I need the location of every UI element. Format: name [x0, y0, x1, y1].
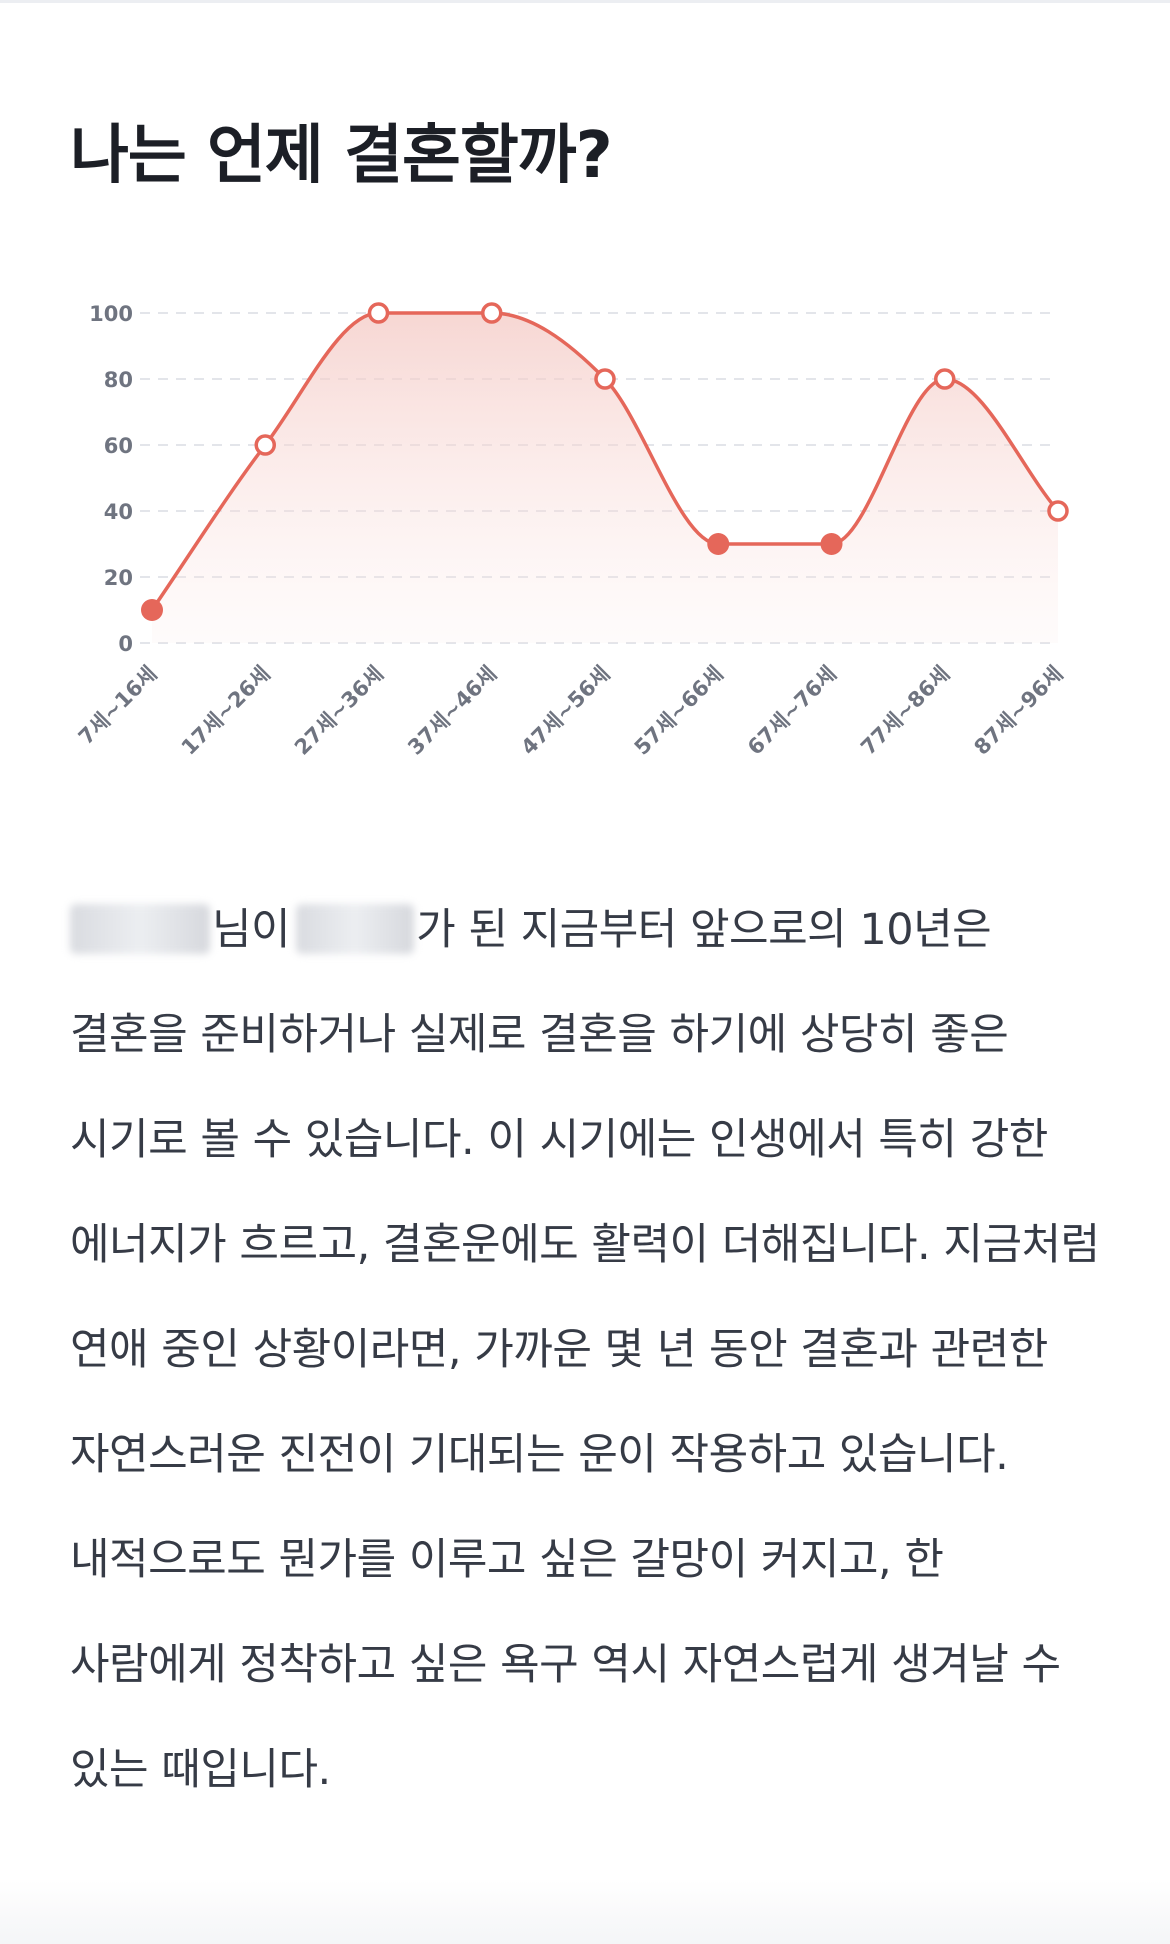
x-tick-label: 47세~56세	[516, 662, 614, 760]
y-axis-ticks: 0 20 40 60 80 100	[89, 302, 133, 656]
top-divider	[0, 0, 1170, 3]
description-text-2: 가 된 지금부터 앞으로의 10년은 결혼을 준비하거나 실제로 결혼을 하기에…	[70, 905, 1100, 1795]
x-tick-label: 7세~16세	[74, 662, 162, 750]
x-tick-label: 87세~96세	[969, 662, 1067, 760]
x-axis-labels: 7세~16세 17세~26세 27세~36세 37세~46세 47세~56세 57세~66…	[74, 662, 1068, 760]
x-tick-label: 57세~66세	[630, 662, 728, 760]
marriage-description: 님이 가 된 지금부터 앞으로의 10년은 결혼을 준비하거나 실제로 결혼을 하…	[70, 878, 1110, 1823]
data-point	[367, 302, 390, 324]
y-tick-label: 100	[89, 302, 133, 326]
y-tick-label: 20	[104, 566, 133, 590]
x-tick-label: 37세~46세	[403, 662, 501, 760]
x-tick-label: 77세~86세	[856, 662, 954, 760]
data-point-highlighted	[707, 533, 730, 555]
data-point	[254, 434, 276, 456]
area-fill	[152, 313, 1058, 643]
redacted-name	[70, 903, 210, 954]
data-point	[481, 302, 503, 324]
line-chart-svg: 0 20 40 60 80 100 7세~16세 17세~26세 27세~36세 37세~46세…	[74, 302, 1069, 760]
x-tick-label: 27세~36세	[290, 662, 388, 760]
data-point-highlighted	[141, 599, 163, 621]
data-point	[934, 368, 956, 390]
y-tick-label: 80	[104, 368, 133, 392]
redacted-age	[296, 903, 415, 954]
x-tick-label: 17세~26세	[177, 662, 275, 760]
data-points	[141, 302, 1069, 621]
y-tick-label: 60	[104, 434, 133, 458]
data-point	[594, 368, 616, 390]
bottom-fade	[0, 1880, 1170, 1944]
y-tick-label: 40	[104, 500, 133, 524]
data-point-highlighted	[820, 533, 843, 555]
description-text-1: 님이	[212, 905, 291, 955]
series-line	[150, 311, 1060, 611]
data-point	[1047, 500, 1069, 522]
y-tick-label: 0	[118, 632, 133, 656]
page-title: 나는 언제 결혼할까?	[70, 119, 613, 193]
x-tick-label: 67세~76세	[743, 662, 841, 760]
marriage-timing-chart: 0 20 40 60 80 100 7세~16세 17세~26세 27세~36세 37세~46세…	[0, 270, 1170, 790]
